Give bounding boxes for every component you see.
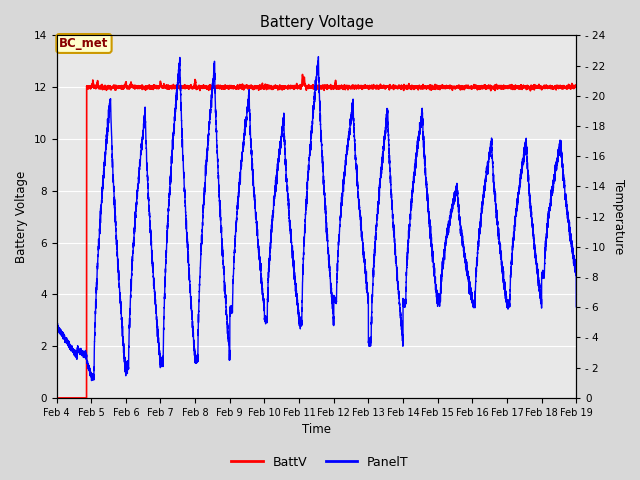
Legend: BattV, PanelT: BattV, PanelT <box>227 451 413 474</box>
Title: Battery Voltage: Battery Voltage <box>260 15 373 30</box>
Y-axis label: Battery Voltage: Battery Voltage <box>15 170 28 263</box>
X-axis label: Time: Time <box>302 423 331 436</box>
Text: BC_met: BC_met <box>60 37 109 50</box>
Y-axis label: Temperature: Temperature <box>612 179 625 254</box>
